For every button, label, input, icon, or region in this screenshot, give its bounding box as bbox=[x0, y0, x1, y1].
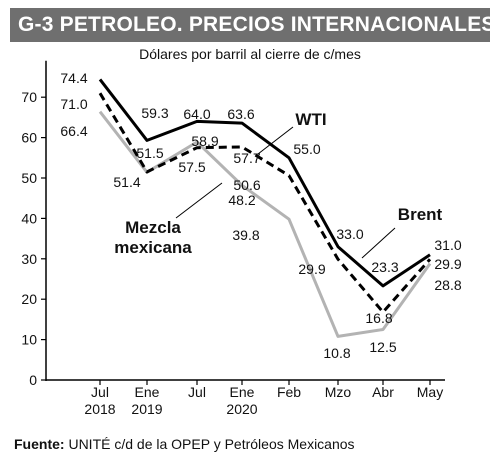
x-tick-label: Feb bbox=[277, 384, 301, 400]
data-label: 16.8 bbox=[365, 310, 392, 326]
series-line-wti bbox=[98, 78, 431, 288]
data-label: 51.5 bbox=[136, 145, 163, 161]
data-label: 10.8 bbox=[323, 345, 350, 361]
chart-subtitle: Dólares por barril al cierre de c/mes bbox=[139, 46, 361, 62]
x-tick-label: Ene bbox=[230, 384, 255, 400]
x-tick-label: 2019 bbox=[131, 401, 162, 417]
data-label: 48.2 bbox=[228, 192, 255, 208]
data-label: 59.3 bbox=[141, 105, 168, 121]
pointer-wti bbox=[257, 126, 294, 155]
x-tick-label: May bbox=[417, 384, 443, 400]
y-tick-label: 30 bbox=[21, 251, 37, 267]
data-label: 57.5 bbox=[178, 159, 205, 175]
y-tick-label: 70 bbox=[21, 89, 37, 105]
data-label: 58.9 bbox=[191, 133, 218, 149]
pointer-mezcla bbox=[175, 182, 223, 219]
y-tick-label: 40 bbox=[21, 210, 37, 226]
data-label: 33.0 bbox=[336, 226, 363, 242]
data-label: 55.0 bbox=[293, 141, 320, 157]
data-label: 39.8 bbox=[232, 227, 259, 243]
data-label: 29.9 bbox=[434, 256, 461, 272]
y-tick-label: 20 bbox=[21, 291, 37, 307]
data-label: 31.0 bbox=[434, 237, 461, 253]
series-line-mezcla-mexicana bbox=[98, 110, 432, 338]
data-label: 64.0 bbox=[183, 106, 210, 122]
data-label: 28.8 bbox=[434, 277, 461, 293]
series-label-mezcla: Mezcla bbox=[125, 218, 181, 237]
series-label-brent: Brent bbox=[398, 205, 443, 224]
x-tick-label: Mzo bbox=[325, 384, 352, 400]
data-label: 63.6 bbox=[227, 106, 254, 122]
y-tick-label: 50 bbox=[21, 170, 37, 186]
data-label: 57.7 bbox=[233, 150, 260, 166]
series-label-mezcla: mexicana bbox=[114, 238, 192, 257]
data-label: 71.0 bbox=[60, 96, 87, 112]
data-label: 50.6 bbox=[233, 177, 260, 193]
source-note: Fuente: UNITÉ c/d de la OPEP y Petróleos… bbox=[14, 436, 355, 452]
x-tick-label: Abr bbox=[372, 384, 394, 400]
x-tick-label: 2020 bbox=[226, 401, 257, 417]
pointer-brent bbox=[361, 227, 396, 259]
source-text: UNITÉ c/d de la OPEP y Petróleos Mexican… bbox=[68, 436, 355, 452]
data-label: 23.3 bbox=[371, 259, 398, 275]
source-label: Fuente: bbox=[14, 436, 65, 452]
y-tick-label: 0 bbox=[29, 372, 37, 388]
data-label: 74.4 bbox=[60, 70, 87, 86]
x-tick-label: Jul bbox=[91, 384, 109, 400]
x-tick-label: Jul bbox=[188, 384, 206, 400]
data-label: 66.4 bbox=[60, 123, 87, 139]
data-label: 29.9 bbox=[298, 261, 325, 277]
chart-title: G-3 PETROLEO. PRECIOS INTERNACIONALES bbox=[10, 8, 495, 42]
series-label-wti: WTI bbox=[295, 110, 326, 129]
x-tick-label: Ene bbox=[135, 384, 160, 400]
y-tick-label: 60 bbox=[21, 130, 37, 146]
data-label: 12.5 bbox=[369, 339, 396, 355]
x-tick-label: 2018 bbox=[84, 401, 115, 417]
y-tick-label: 10 bbox=[21, 332, 37, 348]
data-label: 51.4 bbox=[113, 174, 140, 190]
